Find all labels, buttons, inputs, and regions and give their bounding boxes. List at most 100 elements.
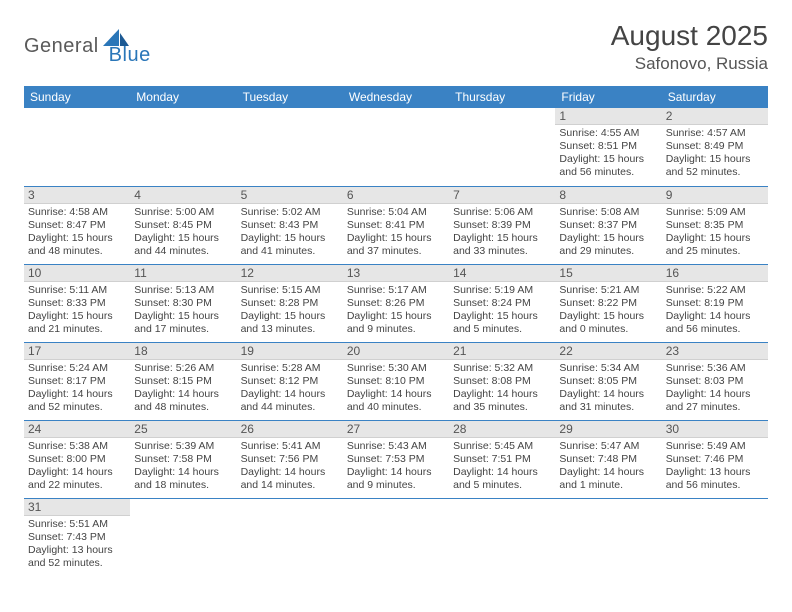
sunrise-text: Sunrise: 5:13 AM: [134, 284, 232, 297]
sunset-text: Sunset: 8:35 PM: [666, 219, 764, 232]
calendar-cell: [130, 108, 236, 186]
day-number: 14: [449, 265, 555, 282]
day-details: Sunrise: 5:28 AMSunset: 8:12 PMDaylight:…: [237, 360, 343, 417]
calendar-week-row: 3Sunrise: 4:58 AMSunset: 8:47 PMDaylight…: [24, 186, 768, 264]
day-number: 6: [343, 187, 449, 204]
calendar-cell: 18Sunrise: 5:26 AMSunset: 8:15 PMDayligh…: [130, 342, 236, 420]
day-header: Monday: [130, 86, 236, 108]
daylight-text: Daylight: 15 hours and 9 minutes.: [347, 310, 445, 336]
daylight-text: Daylight: 15 hours and 5 minutes.: [453, 310, 551, 336]
day-details: Sunrise: 5:41 AMSunset: 7:56 PMDaylight:…: [237, 438, 343, 495]
day-number: 10: [24, 265, 130, 282]
day-details: Sunrise: 5:22 AMSunset: 8:19 PMDaylight:…: [662, 282, 768, 339]
sunrise-text: Sunrise: 5:51 AM: [28, 518, 126, 531]
day-number: 22: [555, 343, 661, 360]
calendar-cell: 8Sunrise: 5:08 AMSunset: 8:37 PMDaylight…: [555, 186, 661, 264]
daylight-text: Daylight: 15 hours and 17 minutes.: [134, 310, 232, 336]
daylight-text: Daylight: 13 hours and 56 minutes.: [666, 466, 764, 492]
sunrise-text: Sunrise: 5:47 AM: [559, 440, 657, 453]
calendar-cell: [343, 108, 449, 186]
daylight-text: Daylight: 14 hours and 40 minutes.: [347, 388, 445, 414]
sunrise-text: Sunrise: 5:15 AM: [241, 284, 339, 297]
day-details: Sunrise: 5:21 AMSunset: 8:22 PMDaylight:…: [555, 282, 661, 339]
daylight-text: Daylight: 14 hours and 56 minutes.: [666, 310, 764, 336]
calendar-cell: [130, 498, 236, 576]
day-number: 24: [24, 421, 130, 438]
day-number: 9: [662, 187, 768, 204]
calendar-cell: 6Sunrise: 5:04 AMSunset: 8:41 PMDaylight…: [343, 186, 449, 264]
daylight-text: Daylight: 15 hours and 44 minutes.: [134, 232, 232, 258]
day-details: Sunrise: 5:15 AMSunset: 8:28 PMDaylight:…: [237, 282, 343, 339]
calendar-week-row: 31Sunrise: 5:51 AMSunset: 7:43 PMDayligh…: [24, 498, 768, 576]
sunset-text: Sunset: 8:24 PM: [453, 297, 551, 310]
sunrise-text: Sunrise: 5:22 AM: [666, 284, 764, 297]
calendar-cell: 7Sunrise: 5:06 AMSunset: 8:39 PMDaylight…: [449, 186, 555, 264]
sunrise-text: Sunrise: 5:04 AM: [347, 206, 445, 219]
sunrise-text: Sunrise: 5:26 AM: [134, 362, 232, 375]
daylight-text: Daylight: 14 hours and 18 minutes.: [134, 466, 232, 492]
sunrise-text: Sunrise: 5:09 AM: [666, 206, 764, 219]
calendar-cell: [237, 108, 343, 186]
calendar-cell: 24Sunrise: 5:38 AMSunset: 8:00 PMDayligh…: [24, 420, 130, 498]
day-number: 31: [24, 499, 130, 516]
day-details: Sunrise: 5:11 AMSunset: 8:33 PMDaylight:…: [24, 282, 130, 339]
day-details: Sunrise: 5:19 AMSunset: 8:24 PMDaylight:…: [449, 282, 555, 339]
calendar-week-row: 17Sunrise: 5:24 AMSunset: 8:17 PMDayligh…: [24, 342, 768, 420]
day-header: Wednesday: [343, 86, 449, 108]
logo: General Blue: [24, 20, 151, 67]
daylight-text: Daylight: 14 hours and 44 minutes.: [241, 388, 339, 414]
logo-text-general: General: [24, 35, 99, 58]
day-header: Saturday: [662, 86, 768, 108]
day-details: Sunrise: 5:13 AMSunset: 8:30 PMDaylight:…: [130, 282, 236, 339]
calendar-cell: 19Sunrise: 5:28 AMSunset: 8:12 PMDayligh…: [237, 342, 343, 420]
day-number: 16: [662, 265, 768, 282]
day-details: Sunrise: 4:55 AMSunset: 8:51 PMDaylight:…: [555, 125, 661, 182]
sunset-text: Sunset: 8:43 PM: [241, 219, 339, 232]
calendar-cell: 14Sunrise: 5:19 AMSunset: 8:24 PMDayligh…: [449, 264, 555, 342]
sunset-text: Sunset: 7:43 PM: [28, 531, 126, 544]
day-details: Sunrise: 5:26 AMSunset: 8:15 PMDaylight:…: [130, 360, 236, 417]
day-details: Sunrise: 5:30 AMSunset: 8:10 PMDaylight:…: [343, 360, 449, 417]
calendar-cell: 28Sunrise: 5:45 AMSunset: 7:51 PMDayligh…: [449, 420, 555, 498]
sunrise-text: Sunrise: 5:39 AM: [134, 440, 232, 453]
sunset-text: Sunset: 7:48 PM: [559, 453, 657, 466]
sunrise-text: Sunrise: 5:19 AM: [453, 284, 551, 297]
sunset-text: Sunset: 7:56 PM: [241, 453, 339, 466]
day-details: Sunrise: 5:43 AMSunset: 7:53 PMDaylight:…: [343, 438, 449, 495]
day-details: Sunrise: 5:38 AMSunset: 8:00 PMDaylight:…: [24, 438, 130, 495]
sunrise-text: Sunrise: 5:02 AM: [241, 206, 339, 219]
calendar-cell: [662, 498, 768, 576]
calendar-cell: 26Sunrise: 5:41 AMSunset: 7:56 PMDayligh…: [237, 420, 343, 498]
day-header: Tuesday: [237, 86, 343, 108]
sunrise-text: Sunrise: 5:45 AM: [453, 440, 551, 453]
calendar-cell: 1Sunrise: 4:55 AMSunset: 8:51 PMDaylight…: [555, 108, 661, 186]
day-number: 7: [449, 187, 555, 204]
sunrise-text: Sunrise: 5:06 AM: [453, 206, 551, 219]
day-number: 5: [237, 187, 343, 204]
calendar-cell: 11Sunrise: 5:13 AMSunset: 8:30 PMDayligh…: [130, 264, 236, 342]
day-details: Sunrise: 5:34 AMSunset: 8:05 PMDaylight:…: [555, 360, 661, 417]
day-number: 17: [24, 343, 130, 360]
logo-text-blue: Blue: [109, 44, 151, 67]
calendar-week-row: 1Sunrise: 4:55 AMSunset: 8:51 PMDaylight…: [24, 108, 768, 186]
daylight-text: Daylight: 15 hours and 41 minutes.: [241, 232, 339, 258]
day-details: Sunrise: 5:39 AMSunset: 7:58 PMDaylight:…: [130, 438, 236, 495]
daylight-text: Daylight: 14 hours and 9 minutes.: [347, 466, 445, 492]
sunset-text: Sunset: 8:03 PM: [666, 375, 764, 388]
sunset-text: Sunset: 7:51 PM: [453, 453, 551, 466]
calendar-week-row: 10Sunrise: 5:11 AMSunset: 8:33 PMDayligh…: [24, 264, 768, 342]
day-details: Sunrise: 5:08 AMSunset: 8:37 PMDaylight:…: [555, 204, 661, 261]
daylight-text: Daylight: 15 hours and 33 minutes.: [453, 232, 551, 258]
sunset-text: Sunset: 8:51 PM: [559, 140, 657, 153]
daylight-text: Daylight: 14 hours and 31 minutes.: [559, 388, 657, 414]
day-details: Sunrise: 5:47 AMSunset: 7:48 PMDaylight:…: [555, 438, 661, 495]
calendar-cell: 12Sunrise: 5:15 AMSunset: 8:28 PMDayligh…: [237, 264, 343, 342]
day-details: Sunrise: 4:58 AMSunset: 8:47 PMDaylight:…: [24, 204, 130, 261]
sunset-text: Sunset: 8:00 PM: [28, 453, 126, 466]
day-number: 27: [343, 421, 449, 438]
daylight-text: Daylight: 15 hours and 37 minutes.: [347, 232, 445, 258]
title-block: August 2025 Safonovo, Russia: [611, 20, 768, 74]
sunrise-text: Sunrise: 5:08 AM: [559, 206, 657, 219]
calendar-cell: 5 Sunrise: 5:02 AMSunset: 8:43 PMDaylight…: [237, 186, 343, 264]
calendar-cell: 3Sunrise: 4:58 AMSunset: 8:47 PMDaylight…: [24, 186, 130, 264]
